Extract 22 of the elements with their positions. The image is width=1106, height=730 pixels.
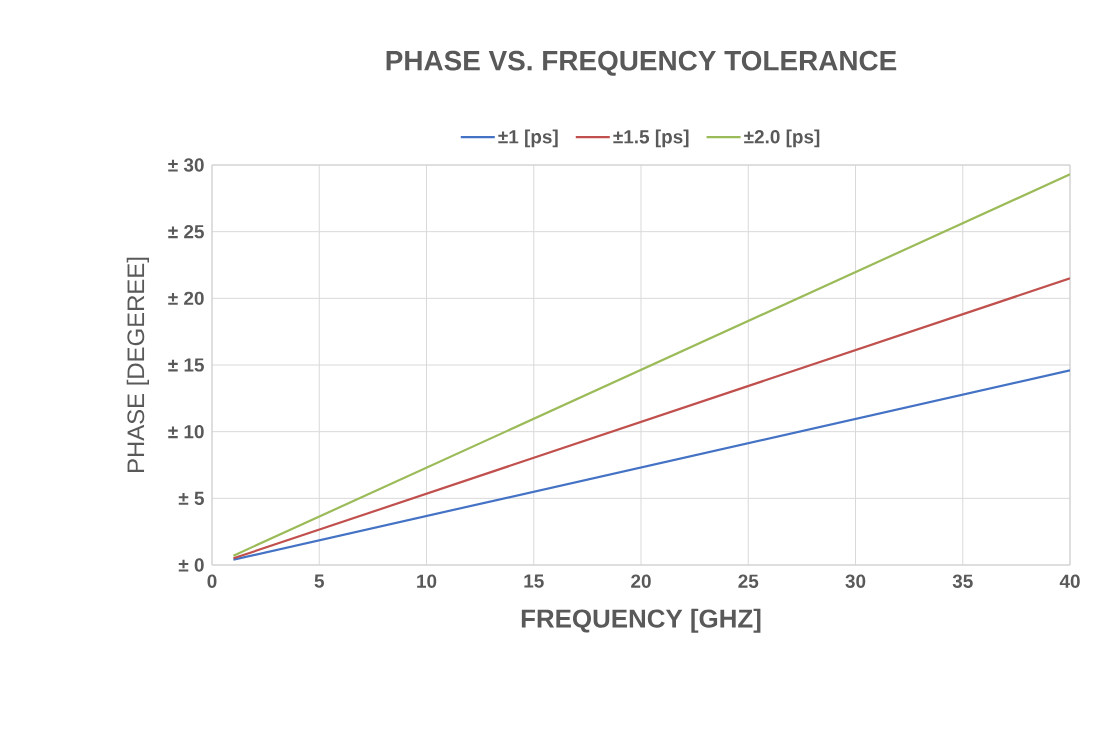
legend-label: ±1.5 [ps] <box>613 129 689 148</box>
x-tick-label: 25 <box>738 574 759 588</box>
x-tick-label: 35 <box>952 574 973 588</box>
y-tick-label: ± 10 <box>168 424 204 439</box>
x-tick-label: 0 <box>207 574 217 588</box>
x-axis-title: FREQUENCY [GHZ] <box>521 608 761 633</box>
y-tick-label: ± 30 <box>168 158 204 172</box>
x-tick-label: 10 <box>417 574 437 588</box>
x-tick-label: 30 <box>845 574 866 588</box>
chart-title: PHASE VS. FREQUENCY TOLERANCE <box>386 50 897 76</box>
y-tick-label: ± 0 <box>178 558 204 572</box>
y-tick-label: ± 20 <box>168 291 204 306</box>
x-tick-label: 15 <box>524 574 544 588</box>
legend-label: ±2.0 [ps] <box>744 129 820 148</box>
y-axis-title: PHASE [DEGEREE] <box>126 257 150 472</box>
x-tick-label: 20 <box>631 574 651 588</box>
x-tick-label: 40 <box>1059 574 1080 588</box>
y-tick-label: ± 25 <box>168 224 204 239</box>
y-tick-label: ± 15 <box>168 358 204 372</box>
x-tick-label: 5 <box>314 574 324 588</box>
legend-label: ±1 [ps] <box>498 129 558 148</box>
y-tick-label: ± 5 <box>178 491 204 505</box>
